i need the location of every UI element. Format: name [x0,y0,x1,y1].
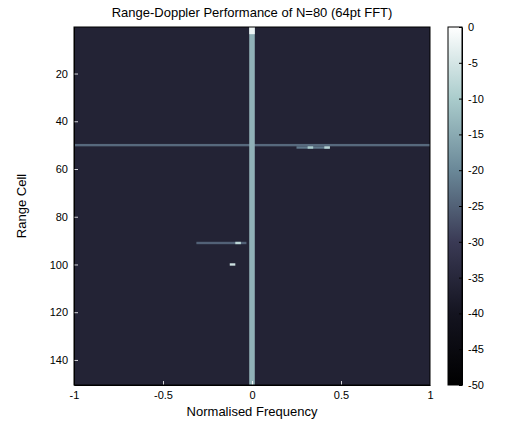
tick-mark [74,169,78,170]
tick: 0 [459,21,474,33]
y-axis-title: Range Cell [14,174,29,238]
tick-mark [74,360,78,361]
cell [324,146,330,148]
cell [249,27,255,34]
tick: -45 [459,343,484,355]
tick-label: -15 [468,128,484,140]
plot-frame [74,27,430,385]
x-axis-title: Normalised Frequency [187,404,318,419]
tick-label: 80 [56,211,68,223]
tick-mark [459,99,462,100]
axis-line [462,28,463,386]
tick-label: 0.5 [334,389,349,401]
tick: -30 [459,236,484,248]
cell [249,27,255,385]
tick-mark [74,264,78,265]
tick-mark [74,312,78,313]
tick-mark [459,349,462,350]
tick-label: -1 [70,389,80,401]
tick-label: -20 [468,164,484,176]
tick-label: 20 [56,68,68,80]
tick-mark [252,381,253,385]
tick-label: -30 [468,236,484,248]
tick: -5 [459,57,478,69]
tick-mark [459,206,462,207]
tick: -10 [459,93,484,105]
tick-mark [459,27,462,28]
tick-mark [459,63,462,64]
tick: -35 [459,272,484,284]
tick-label: -5 [468,57,478,69]
tick-label: -45 [468,343,484,355]
tick: -0.5 [154,381,173,401]
tick: 20 [56,68,78,80]
tick-mark [459,313,462,314]
tick: -20 [459,164,484,176]
tick-mark [341,381,342,385]
cell [196,242,246,244]
title: Range-Doppler Performance of N=80 (64pt … [112,5,393,20]
tick-mark [74,74,78,75]
tick-label: -35 [468,272,484,284]
tick-label: -50 [468,379,484,391]
tick: -15 [459,128,484,140]
tick: 80 [56,211,78,223]
cell [235,242,241,244]
tick: 0 [249,381,255,401]
tick-label: 0 [249,389,255,401]
tick-mark [74,217,78,218]
tick-mark [459,385,462,386]
colorbar-axis: 0 -5 -10 -15 -20 -25 -30 -35 -40 -45 -50 [459,21,484,391]
tick-mark [163,381,164,385]
cell [308,146,314,148]
tick: -25 [459,200,484,212]
tick: 0.5 [334,381,349,401]
cell [230,263,236,265]
tick-mark [459,278,462,279]
tick: -40 [459,307,484,319]
tick-label: 1 [427,389,433,401]
tick-mark [74,121,78,122]
x-axis: -1 -0.5 0 0.5 1 [70,381,434,401]
tick-label: 60 [56,163,68,175]
tick-mark [459,170,462,171]
tick-label: 0 [468,21,474,33]
tick-mark [459,242,462,243]
tick: 40 [56,115,78,127]
tick: -50 [459,379,484,391]
chart: -1-0.500.5120406080100120140Range-Dopple… [0,0,508,423]
tick-label: -40 [468,307,484,319]
tick: 60 [56,163,78,175]
noise-floor [74,27,430,385]
tick-label: 120 [50,306,68,318]
tick-label: 100 [50,258,68,270]
tick-label: -25 [468,200,484,212]
tick-label: -0.5 [154,389,173,401]
colorbar [448,27,462,385]
tick-label: 40 [56,115,68,127]
plot-area [74,27,430,385]
cell [297,146,330,148]
tick-label: 140 [50,354,68,366]
tick-mark [459,134,462,135]
tick-label: -10 [468,93,484,105]
